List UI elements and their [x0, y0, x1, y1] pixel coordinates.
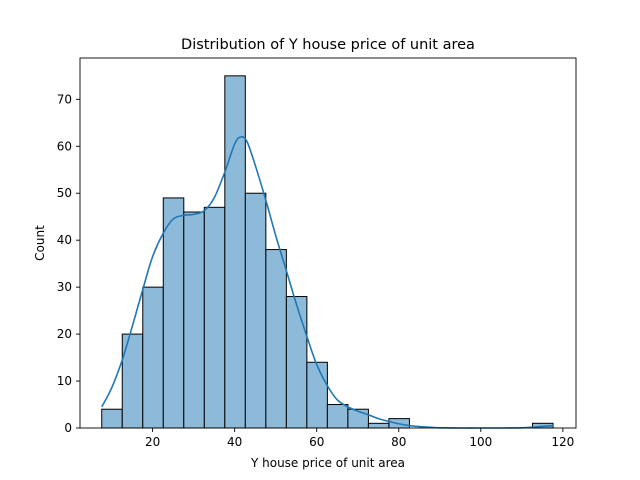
y-tick-label: 50	[57, 186, 72, 200]
histogram-bar	[101, 408, 123, 429]
y-tick-label: 30	[57, 280, 72, 294]
x-axis-ticks: 20 40 60 80 100 120	[145, 428, 574, 449]
plot-frame	[79, 57, 577, 429]
y-tick-label: 60	[57, 139, 72, 153]
x-tick-label: 60	[309, 435, 324, 449]
y-tick-label: 10	[57, 374, 72, 388]
histogram-bar	[203, 206, 226, 429]
x-tick-label: 80	[391, 435, 406, 449]
y-axis-ticks: 0 10 20 30 40 50 60 70	[57, 92, 80, 435]
histogram-bars	[101, 75, 554, 429]
x-axis-title: Y house price of unit area	[250, 456, 405, 470]
histogram-bar	[285, 296, 308, 429]
y-tick-label: 40	[57, 233, 72, 247]
x-tick-label: 20	[145, 435, 160, 449]
y-tick-label: 0	[64, 421, 72, 435]
histogram-bar	[162, 197, 185, 429]
x-tick-label: 100	[469, 435, 492, 449]
histogram-bar	[142, 286, 164, 429]
histogram-bar	[244, 192, 267, 429]
x-tick-label: 120	[551, 435, 574, 449]
histogram-bar	[183, 211, 205, 429]
histogram-bar	[224, 75, 246, 429]
histogram-bar	[306, 361, 328, 429]
histogram-bar	[265, 249, 287, 429]
y-tick-label: 70	[57, 92, 72, 106]
y-tick-label: 20	[57, 327, 72, 341]
x-tick-label: 40	[227, 435, 242, 449]
histogram-bar	[326, 404, 349, 429]
chart-title: Distribution of Y house price of unit ar…	[181, 37, 475, 53]
histogram-bar	[367, 422, 390, 429]
y-axis-title: Count	[33, 225, 47, 261]
